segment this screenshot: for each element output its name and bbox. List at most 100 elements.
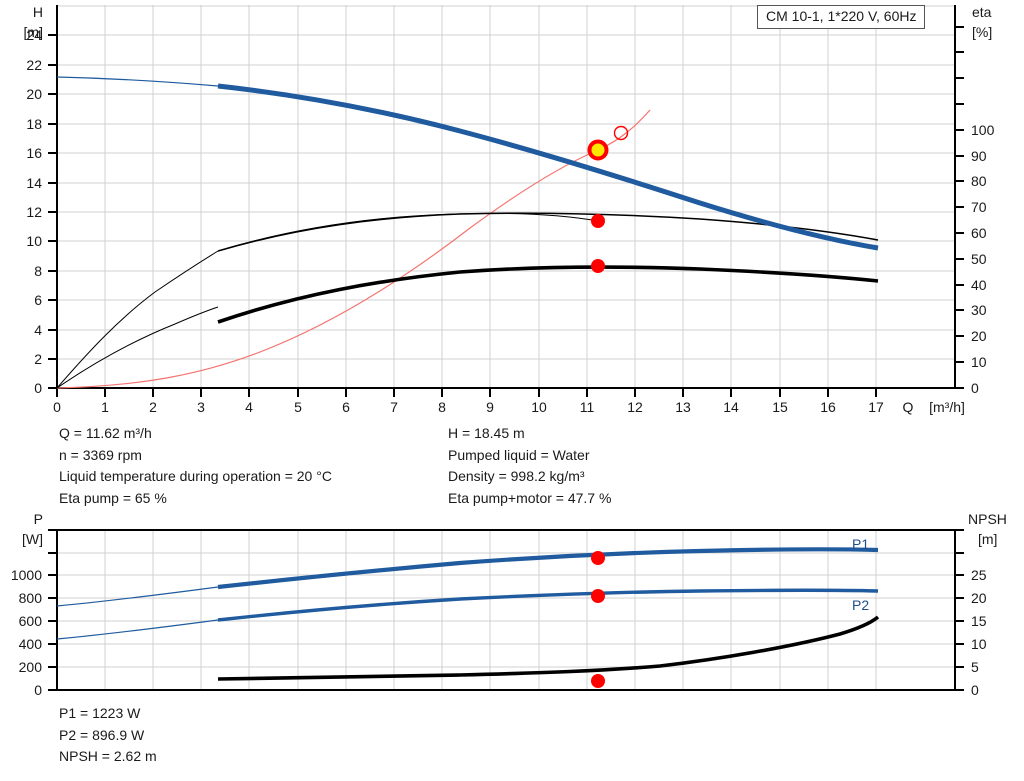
right-tick-label: 10 — [971, 636, 987, 652]
right-tick-label: 20 — [971, 590, 987, 606]
left-tick-label: 12 — [26, 204, 42, 220]
npsh-curve — [217, 615, 880, 681]
info-line-p2: P2 = 896.9 W — [59, 726, 145, 743]
info-line-density: Density = 998.2 kg/m³ — [448, 468, 585, 484]
info-line-n: n = 3369 rpm — [59, 446, 142, 463]
eta-pump-curve-main — [217, 212, 879, 252]
x-tick-label: 7 — [390, 399, 398, 415]
power-npsh-chart: P [W] NPSH [m] 0 200 400 600 800 1000 0 … — [0, 512, 1024, 702]
left-axis-ticks — [48, 529, 57, 691]
left-axis-ticks — [48, 34, 57, 389]
eta-pump-motor-curve-extension — [56, 306, 219, 389]
left-tick-label: 22 — [26, 57, 42, 73]
p2-curve-label: P2 — [852, 597, 869, 613]
info-line-pumped-liquid: Pumped liquid = Water — [448, 446, 590, 463]
horizontal-gridlines — [57, 5, 955, 360]
x-tick-label: 16 — [820, 399, 836, 415]
x-tick-label: 17 — [868, 399, 884, 415]
left-tick-label: 600 — [19, 613, 43, 629]
left-tick-label: 10 — [26, 233, 42, 249]
left-tick-labels: 0 200 400 600 800 1000 — [11, 567, 42, 698]
x-tick-label: 6 — [342, 399, 350, 415]
right-tick-labels: 0 5 10 15 20 25 — [971, 567, 987, 698]
info-line-p1: P1 = 1223 W — [59, 705, 141, 721]
right-tick-label: 5 — [971, 659, 979, 675]
right-tick-labels: 0 10 20 30 40 50 60 70 80 90 100 — [971, 122, 995, 396]
info-line-h: H = 18.45 m — [448, 425, 525, 441]
left-axis-name: H — [33, 4, 43, 20]
head-curve — [217, 83, 879, 251]
x-tick-label: 8 — [438, 399, 446, 415]
right-tick-label: 0 — [971, 682, 979, 698]
x-tick-label: 3 — [197, 399, 205, 415]
p2-curve — [217, 588, 879, 622]
right-tick-label: 15 — [971, 613, 987, 629]
right-tick-label: 0 — [971, 380, 979, 396]
x-tick-label: 11 — [580, 399, 595, 415]
x-axis-unit: [m³/h] — [929, 399, 965, 415]
x-tick-label: 4 — [245, 399, 253, 415]
x-tick-label: 15 — [772, 399, 788, 415]
axis-lines — [56, 5, 963, 389]
left-tick-label: 0 — [34, 682, 42, 698]
head-eta-chart: H [m] eta [%] 0 2 4 6 8 10 12 14 16 18 2… — [24, 4, 995, 415]
right-tick-label: 60 — [971, 225, 987, 241]
npsh-duty-marker — [591, 674, 605, 688]
right-axis-ticks — [955, 26, 964, 389]
p1-duty-marker — [591, 551, 605, 565]
left-tick-label: 2 — [34, 351, 42, 367]
x-tick-label: 14 — [723, 399, 739, 415]
right-tick-label: 50 — [971, 251, 987, 267]
x-tick-label: 10 — [531, 399, 547, 415]
right-axis-unit: [%] — [972, 24, 992, 40]
x-tick-label: 9 — [486, 399, 494, 415]
x-tick-label: 5 — [294, 399, 302, 415]
power-data: P1 = 1223 W P2 = 896.9 W NPSH = 2.62 m — [59, 703, 157, 768]
x-tick-label: 0 — [53, 399, 61, 415]
head-curve-extension — [56, 76, 219, 87]
left-tick-label: 20 — [26, 86, 42, 102]
head-eta-plot-svg: H [m] eta [%] 0 2 4 6 8 10 12 14 16 18 2… — [24, 4, 995, 415]
left-tick-label: 400 — [19, 636, 43, 652]
left-axis-unit: [m] — [24, 24, 43, 40]
right-tick-label: 80 — [971, 173, 987, 189]
operating-data-right: H = 18.45 m Pumped liquid = Water Densit… — [448, 423, 611, 509]
operating-data-left: Q = 11.62 m³/h n = 3369 rpm Liquid tempe… — [59, 423, 332, 509]
eta-pump-motor-curve — [217, 265, 879, 324]
system-resistance-curve — [56, 109, 651, 389]
info-line-q: Q = 11.62 m³/h — [59, 425, 152, 441]
p2-duty-marker — [591, 589, 605, 603]
right-axis-unit: [m] — [978, 531, 997, 547]
power-npsh-plot-svg: P [W] NPSH [m] 0 200 400 600 800 1000 0 … — [11, 512, 1007, 698]
left-tick-label: 24 — [26, 27, 42, 43]
right-axis-name: eta — [972, 4, 992, 20]
x-axis-ticks — [56, 388, 877, 397]
info-line-npsh: NPSH = 2.62 m — [59, 748, 157, 764]
eta-pump-motor-duty-marker — [591, 259, 605, 273]
left-axis-name: P — [34, 512, 43, 527]
x-tick-label: 13 — [675, 399, 691, 415]
right-tick-label: 25 — [971, 567, 987, 583]
x-tick-labels: 0 1 2 3 4 5 6 7 8 9 10 11 12 13 14 15 16… — [53, 399, 884, 415]
right-axis-ticks — [955, 529, 964, 691]
duty-point-marker — [587, 139, 609, 161]
x-tick-label: 12 — [627, 399, 643, 415]
right-tick-label: 70 — [971, 199, 987, 215]
left-tick-label: 200 — [19, 659, 43, 675]
left-tick-label: 14 — [26, 175, 42, 191]
info-line-eta-pump: Eta pump = 65 % — [59, 489, 167, 506]
right-tick-label: 40 — [971, 277, 987, 293]
left-tick-label: 4 — [34, 322, 42, 338]
left-tick-label: 8 — [34, 263, 42, 279]
x-tick-label: 1 — [101, 399, 109, 415]
p1-curve-label: P1 — [852, 536, 869, 552]
vertical-gridlines — [104, 5, 877, 388]
p1-curve-extension — [56, 586, 219, 607]
x-axis-name: Q — [903, 399, 914, 415]
left-tick-label: 6 — [34, 292, 42, 308]
vertical-gridlines — [104, 530, 877, 690]
eta-pump-duty-marker — [591, 214, 605, 228]
left-tick-label: 16 — [26, 145, 42, 161]
left-tick-label: 1000 — [11, 567, 42, 583]
pump-title-box: CM 10-1, 1*220 V, 60Hz — [757, 5, 926, 29]
